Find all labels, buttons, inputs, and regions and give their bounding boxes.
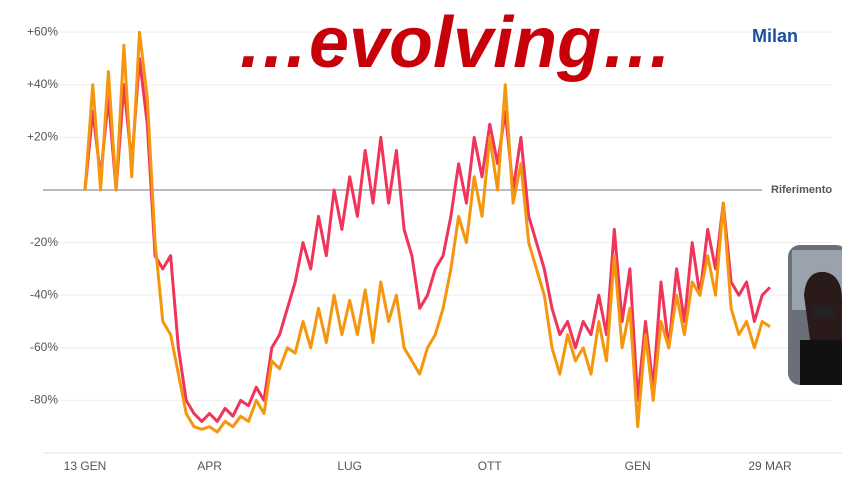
x-tick-label: LUG — [337, 459, 362, 473]
x-tick-label: OTT — [478, 459, 503, 473]
photo — [788, 245, 842, 385]
y-tick-label: +40% — [27, 77, 58, 91]
chart-title: …evolving… — [237, 3, 673, 83]
y-tick-label: +20% — [27, 130, 58, 144]
y-tick-label: -40% — [30, 287, 58, 301]
y-tick-label: +60% — [27, 24, 58, 38]
series-line — [83, 57, 772, 423]
y-tick-label: -60% — [30, 340, 58, 354]
x-tick-label: 29 MAR — [748, 459, 792, 473]
x-tick-label: 13 GEN — [64, 459, 107, 473]
x-tick-label: GEN — [625, 459, 651, 473]
city-label: Milan — [752, 26, 798, 46]
y-tick-label: -20% — [30, 235, 58, 249]
series-line — [83, 30, 771, 434]
y-tick-label: -80% — [30, 393, 58, 407]
x-tick-label: APR — [197, 459, 222, 473]
reference-label: Riferimento — [771, 184, 832, 196]
